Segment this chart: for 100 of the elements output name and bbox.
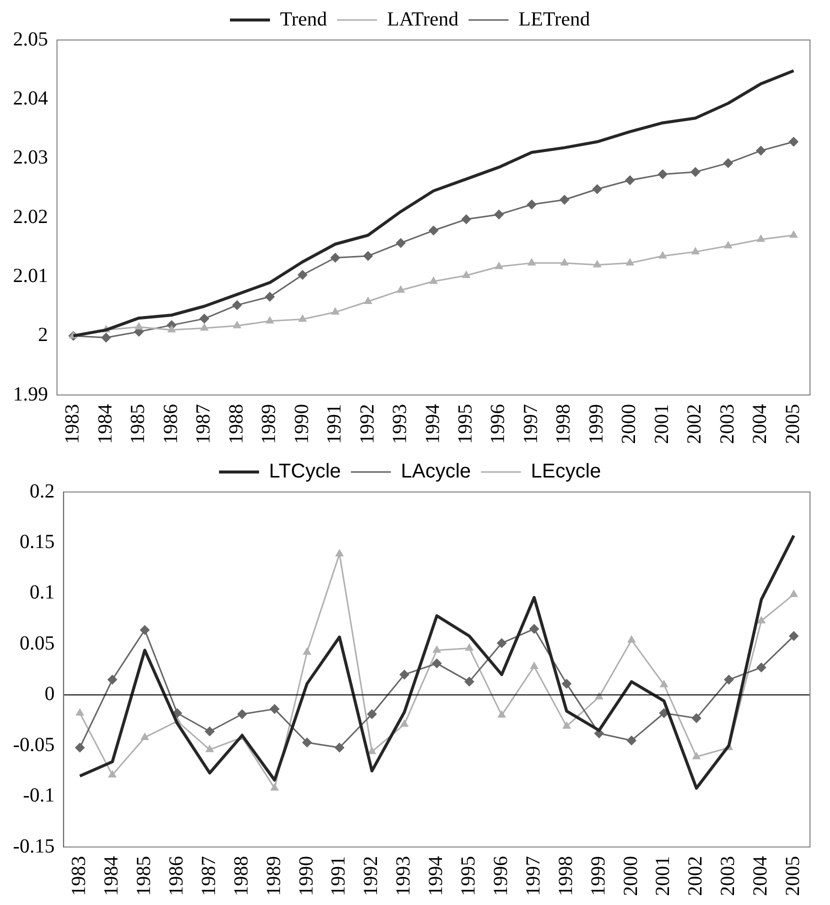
point	[494, 210, 504, 220]
x-tick-label: 1985	[127, 404, 150, 444]
x-tick-label: 1999	[587, 856, 610, 896]
point	[330, 252, 340, 263]
point	[461, 214, 472, 224]
x-tick-label: 1990	[295, 856, 318, 896]
point	[724, 240, 732, 248]
point	[756, 234, 766, 242]
point	[428, 226, 438, 236]
legend-label: LTCycle	[269, 460, 341, 483]
point	[560, 258, 569, 266]
point	[527, 258, 536, 266]
x-tick-label: 2005	[782, 856, 804, 896]
point	[363, 250, 374, 261]
x-tick-label: 2000	[618, 404, 640, 444]
x-tick-label: 1995	[454, 404, 476, 444]
point	[134, 322, 144, 330]
point	[76, 708, 84, 716]
x-tick-label: 1986	[160, 404, 182, 444]
point	[298, 270, 308, 280]
legend-label: LEcycle	[530, 460, 601, 483]
point	[562, 678, 572, 689]
point	[140, 732, 150, 740]
x-tick-label: 1986	[165, 856, 188, 896]
point	[396, 238, 406, 248]
point	[789, 230, 798, 238]
x-tick-label: 1991	[324, 404, 346, 444]
point	[496, 638, 507, 648]
point	[658, 708, 669, 718]
point	[74, 742, 85, 753]
point	[559, 194, 570, 205]
x-tick-label: 1989	[258, 404, 280, 444]
x-tick-label: 2002	[684, 404, 706, 444]
point	[270, 704, 280, 714]
point	[205, 744, 214, 752]
x-tick-label: 1983	[68, 856, 90, 896]
x-tick-label: 1983	[62, 404, 84, 444]
x-tick-label: 1998	[554, 856, 577, 896]
point	[627, 635, 636, 643]
legend-label: Trend	[280, 8, 328, 30]
point	[497, 710, 506, 718]
y-tick-label: 2.03	[13, 146, 48, 169]
x-tick-label: 1985	[133, 856, 156, 896]
point	[200, 323, 209, 331]
point	[494, 262, 504, 270]
point	[334, 742, 344, 753]
legend-label: LETrend	[518, 8, 590, 30]
y-tick-label: -0.15	[12, 835, 55, 858]
point	[330, 307, 340, 315]
y-tick-label: 0	[44, 683, 55, 706]
point	[529, 624, 540, 634]
point	[264, 292, 275, 302]
point	[108, 770, 117, 778]
x-tick-label: 1984	[100, 856, 123, 896]
point	[756, 662, 766, 672]
point	[237, 709, 248, 720]
point	[204, 726, 215, 736]
point	[789, 589, 798, 597]
x-tick-label: 1995	[458, 856, 480, 896]
point	[302, 647, 312, 655]
point	[432, 658, 442, 668]
y-tick-label: 2.05	[13, 28, 48, 50]
y-tick-label: 2	[38, 324, 48, 346]
point	[788, 631, 799, 642]
x-tick-label: 1996	[490, 856, 512, 896]
x-tick-label: 1997	[520, 404, 542, 444]
x-tick-label: 1984	[94, 404, 116, 444]
x-tick-label: 1987	[192, 404, 215, 444]
x-tick-label: 1993	[392, 856, 415, 896]
x-tick-label: 1991	[328, 856, 350, 896]
point	[660, 680, 668, 688]
point	[462, 270, 471, 278]
x-tick-label: 1994	[422, 404, 444, 444]
y-tick-label: -0.05	[12, 734, 55, 756]
point	[298, 314, 307, 322]
x-tick-label: 1997	[522, 856, 544, 896]
point	[691, 713, 702, 724]
x-tick-label: 1988	[225, 404, 248, 444]
point	[464, 643, 474, 651]
point	[624, 175, 635, 186]
y-tick-label: 0.1	[30, 582, 55, 604]
x-tick-label: 1999	[585, 404, 608, 444]
point	[626, 736, 637, 746]
point	[265, 316, 274, 324]
x-tick-label: 2003	[717, 856, 740, 896]
point	[788, 136, 799, 147]
point	[107, 674, 118, 685]
y-tick-label: 2.04	[13, 87, 48, 110]
point	[658, 169, 668, 180]
point	[530, 661, 539, 669]
point	[658, 250, 668, 258]
x-tick-label: 2004	[750, 856, 772, 896]
point	[562, 721, 571, 729]
point	[232, 320, 242, 328]
x-tick-label: 1992	[356, 404, 378, 444]
point	[756, 616, 766, 624]
x-tick-label: 2002	[684, 856, 707, 896]
legend-label: LAcycle	[400, 460, 471, 483]
x-tick-label: 2000	[620, 856, 642, 896]
x-tick-label: 1987	[198, 856, 220, 896]
